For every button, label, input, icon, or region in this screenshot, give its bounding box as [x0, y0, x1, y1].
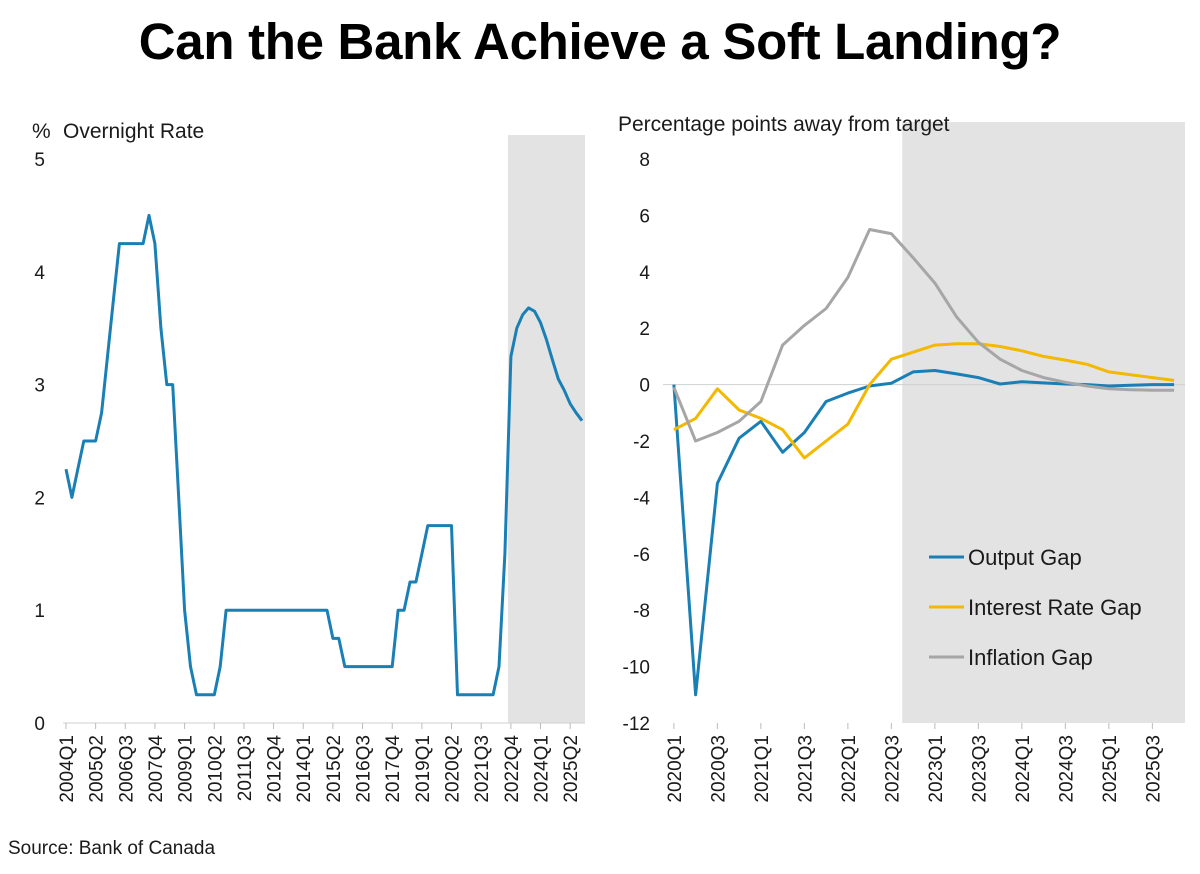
x-tick-label: 2025Q3 [1143, 735, 1164, 803]
x-tick-label: 2005Q2 [87, 735, 108, 803]
y-tick-label: 0 [639, 376, 650, 397]
interest-rate-gap-line [673, 342, 1175, 460]
left-y-axis-title: Overnight Rate [63, 120, 204, 143]
y-tick-label: 4 [639, 263, 650, 284]
y-tick-label: 8 [639, 150, 650, 171]
x-tick-label: 2024Q3 [1056, 735, 1077, 803]
left-chart: 0 1 2 3 4 5 2004Q1 2005Q2 2006Q3 2007Q4 2009Q1 201… [32, 120, 585, 803]
x-tick-label: 2020Q3 [708, 735, 729, 803]
right-y-ticks: 8 6 4 2 0 -2 -4 -6 -8 -10 -12 [623, 150, 651, 735]
overnight-rate-line [64, 213, 584, 697]
x-tick-label: 2011Q3 [235, 735, 256, 801]
x-tick-label: 2009Q1 [176, 735, 197, 803]
x-tick-label: 2006Q3 [116, 735, 137, 803]
y-tick-label: -12 [623, 714, 650, 735]
y-tick-label: 6 [639, 206, 650, 227]
x-tick-label: 2021Q1 [752, 735, 773, 803]
left-series [64, 213, 584, 697]
output-gap-line [672, 369, 1175, 697]
inflation-gap-line [672, 228, 1175, 443]
x-tick-label: 2017Q4 [383, 735, 404, 803]
legend-label: Inflation Gap [968, 645, 1093, 670]
y-tick-label: -6 [633, 545, 650, 566]
right-forecast-shade [902, 122, 1185, 723]
y-tick-label: 2 [639, 319, 650, 340]
legend-label: Interest Rate Gap [968, 595, 1142, 620]
y-tick-label: -2 [633, 432, 650, 453]
x-tick-label: 2023Q3 [969, 735, 990, 803]
x-tick-label: 2020Q2 [443, 735, 464, 803]
right-series [672, 228, 1175, 697]
source-note: Source: Bank of Canada [8, 838, 216, 859]
x-tick-label: 2010Q2 [205, 735, 226, 803]
x-tick-label: 2007Q4 [146, 735, 167, 803]
y-tick-label: 0 [34, 714, 45, 735]
y-tick-label: -10 [623, 658, 650, 679]
right-x-ticks: 2020Q1 2020Q3 2021Q1 2021Q3 2022Q1 2022Q3 2023… [665, 723, 1164, 803]
x-tick-label: 2023Q1 [926, 735, 947, 803]
x-tick-label: 2025Q1 [1100, 735, 1121, 803]
x-tick-label: 2022Q3 [882, 735, 903, 803]
x-tick-label: 2025Q2 [561, 735, 582, 803]
y-tick-label: 3 [34, 376, 45, 397]
x-tick-label: 2021Q3 [472, 735, 493, 803]
x-tick-label: 2022Q4 [502, 735, 523, 803]
right-y-axis-title: Percentage points away from target [618, 113, 950, 136]
legend-label: Output Gap [968, 545, 1082, 570]
chart-title: Can the Bank Achieve a Soft Landing? [138, 13, 1062, 70]
y-tick-label: 1 [34, 601, 45, 622]
y-tick-label: 4 [34, 263, 45, 284]
y-tick-label: -4 [633, 488, 650, 509]
x-tick-label: 2021Q3 [795, 735, 816, 803]
y-tick-label: -8 [633, 601, 650, 622]
x-tick-label: 2019Q1 [413, 735, 434, 803]
left-forecast-shade [507, 135, 585, 723]
x-tick-label: 2024Q1 [532, 735, 553, 803]
x-tick-label: 2012Q4 [265, 735, 286, 803]
x-tick-label: 2004Q1 [57, 735, 78, 803]
left-x-ticks: 2004Q1 2005Q2 2006Q3 2007Q4 2009Q1 2010Q2 2011… [57, 723, 582, 803]
x-tick-label: 2014Q1 [294, 735, 315, 803]
x-tick-label: 2022Q1 [839, 735, 860, 803]
legend: Output Gap Interest Rate Gap Inflation Gap [929, 545, 1142, 670]
left-y-ticks: 0 1 2 3 4 5 [34, 150, 45, 735]
x-tick-label: 2016Q3 [354, 735, 375, 803]
y-tick-label: 5 [34, 150, 45, 171]
x-tick-label: 2024Q1 [1013, 735, 1034, 803]
left-y-unit: % [32, 120, 51, 143]
x-tick-label: 2020Q1 [665, 735, 686, 803]
y-tick-label: 2 [34, 488, 45, 509]
x-tick-label: 2015Q2 [324, 735, 345, 803]
